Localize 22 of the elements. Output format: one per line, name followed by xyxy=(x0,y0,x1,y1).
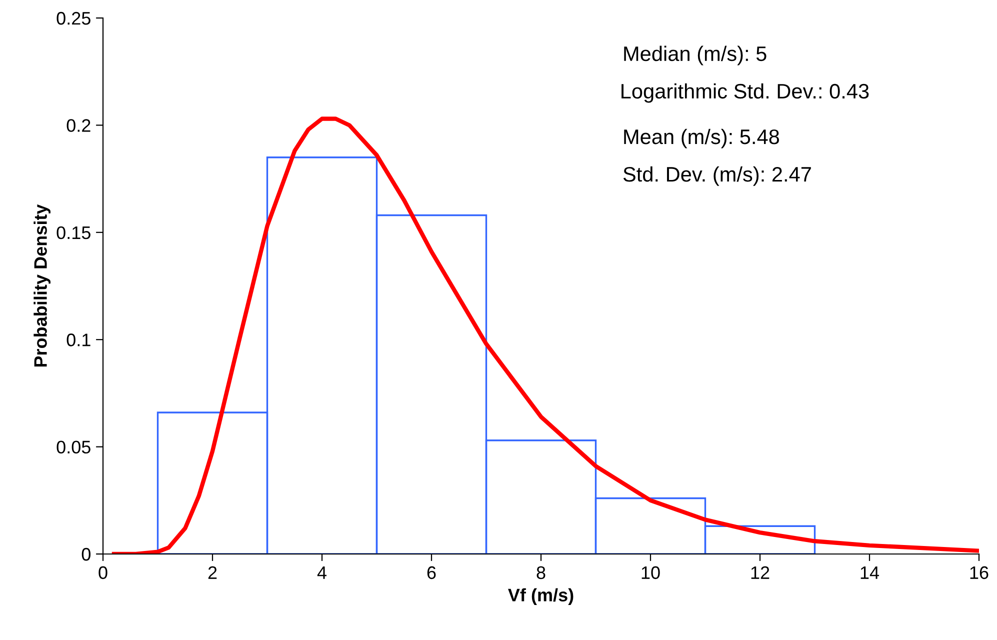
annotation: Median (m/s): 5 xyxy=(624,46,766,66)
y-tick-label: 0.05 xyxy=(56,440,90,454)
x-tick-label: 2 xyxy=(208,566,217,579)
x-tick-label: 6 xyxy=(427,566,436,580)
x-tick-label: 12 xyxy=(751,566,770,579)
y-tick-label: 0.2 xyxy=(66,119,90,132)
annotation: Mean (m/s): 5.48 xyxy=(624,128,780,148)
y-tick-label: 0.25 xyxy=(56,12,90,25)
y-axis-title: Probability Density xyxy=(34,204,50,367)
x-tick-label: 0 xyxy=(98,566,108,580)
x-tick-label: 4 xyxy=(317,566,326,579)
x-axis-title: Vf (m/s) xyxy=(508,588,574,606)
y-tick-label: 0.15 xyxy=(56,226,90,240)
annotation: Std. Dev. (m/s): 2.47 xyxy=(623,166,811,186)
line-series xyxy=(112,116,979,554)
y-tick-label: 0 xyxy=(82,548,90,561)
x-tick-label: 16 xyxy=(970,566,988,580)
x-tick-label: 8 xyxy=(536,566,546,580)
x-tick-label: 14 xyxy=(860,566,880,579)
annotation: Logarithmic Std. Dev.: 0.43 xyxy=(622,83,869,103)
x-tick-label: 10 xyxy=(642,566,660,580)
y-tick-label: 0.1 xyxy=(66,334,90,346)
